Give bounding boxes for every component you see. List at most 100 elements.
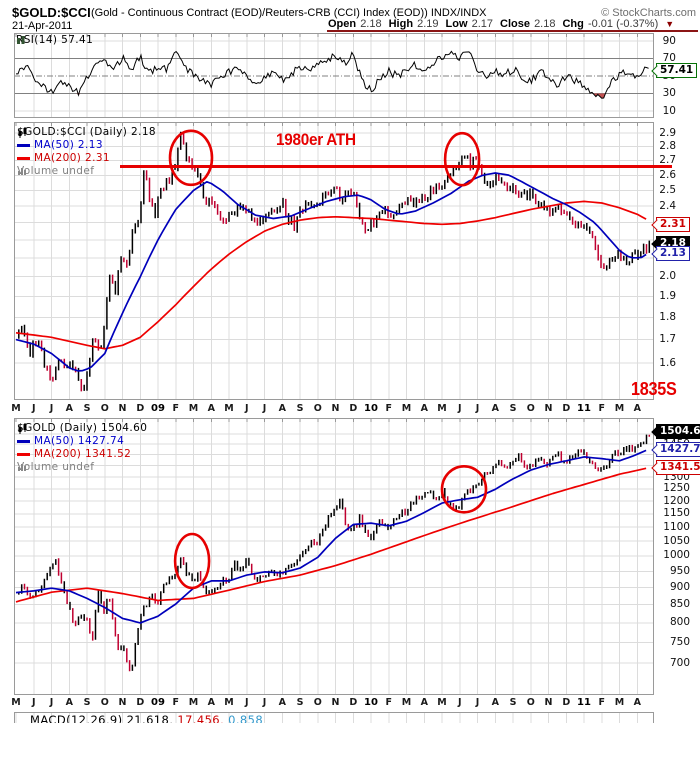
gold-legend-title: $GOLD (Daily) 1504.60	[17, 422, 147, 434]
axis-tick-label: 2.0	[659, 270, 676, 283]
ticker-description: (Gold - Continuous Contract (EOD)/Reuter…	[91, 7, 487, 19]
ratio-legend-title: $GOLD:$CCI (Daily) 2.18	[17, 126, 156, 138]
axis-tick-label: 1050	[663, 534, 690, 547]
axis-tick-label: 1300	[663, 470, 690, 483]
month-label: N	[118, 402, 127, 414]
rsi-legend-label: RSI(14) 57.41	[16, 34, 94, 46]
month-label: J	[49, 696, 54, 708]
ma50-line-icon	[17, 143, 30, 147]
month-label: M	[437, 402, 447, 414]
axis-tick-label: 1.8	[659, 311, 676, 323]
month-label: N	[118, 696, 127, 708]
axis-tick-label: 10	[662, 104, 676, 117]
month-label: A	[491, 402, 499, 414]
month-label: M	[437, 696, 447, 708]
ratio-ma200-value-box: 2.31	[650, 217, 690, 232]
month-label: S	[296, 696, 304, 708]
month-label: J	[49, 402, 54, 414]
month-label: N	[331, 402, 340, 414]
month-label: O	[100, 696, 109, 708]
ratio-ma50-legend: MA(50) 2.13	[17, 139, 103, 151]
rsi-chart-canvas	[14, 33, 654, 118]
month-label: D	[136, 402, 145, 414]
month-label: 11	[577, 696, 591, 708]
ratio-chart-canvas	[14, 122, 654, 400]
month-label: S	[296, 402, 304, 414]
low-value: Low 2.17	[445, 18, 494, 30]
axis-tick-label: 700	[669, 656, 690, 669]
month-label: M	[11, 696, 21, 708]
month-label: D	[349, 696, 358, 708]
ratio-ma50-value-box: 2.13	[650, 246, 690, 261]
month-label: N	[331, 696, 340, 708]
axis-tick-label: 70	[662, 52, 676, 64]
axis-tick-label: 800	[669, 616, 690, 629]
axis-tick-label: 2.9	[659, 126, 676, 139]
macd-strip-canvas	[14, 712, 654, 723]
month-label: S	[83, 696, 91, 708]
ath-resistance-line	[120, 164, 672, 169]
close-value: Close 2.18	[500, 18, 556, 30]
month-label: J	[32, 696, 36, 708]
month-label: S	[83, 402, 91, 414]
month-label: J	[475, 696, 480, 708]
gold-legend-label: $GOLD (Daily) 1504.60	[17, 422, 148, 434]
high-value: High 2.19	[388, 18, 439, 30]
month-label: D	[349, 402, 358, 414]
volume-icon	[18, 168, 26, 175]
ratio-volume-legend: Volume undef	[17, 165, 95, 177]
month-label: F	[598, 696, 606, 708]
axis-tick-label: 1.6	[659, 356, 676, 369]
month-label: O	[313, 402, 322, 414]
rsi-value-box: 57.41	[650, 63, 698, 78]
month-label: F	[385, 402, 393, 414]
month-label: F	[172, 402, 180, 414]
axis-tick-label: 1250	[663, 482, 690, 495]
gold-ma200-value-box: 1341.52	[650, 460, 700, 475]
month-label: J	[245, 402, 249, 414]
axis-tick-label: 1150	[663, 507, 690, 520]
month-label: M	[401, 402, 412, 414]
month-label: D	[562, 402, 571, 414]
ma200-line-icon	[17, 156, 30, 160]
month-label: 10	[364, 402, 378, 414]
axis-tick-label: 2.6	[659, 168, 676, 181]
month-label: O	[526, 402, 535, 414]
month-label: A	[633, 402, 641, 414]
open-value: Open 2.18	[328, 18, 382, 30]
ohlc-strip: Open 2.18 High 2.19 Low 2.17 Close 2.18 …	[328, 18, 690, 31]
ticker-symbol: $GOLD:$CCI	[12, 5, 91, 20]
month-label: M	[614, 402, 625, 414]
ratio-legend-label: $GOLD:$CCI (Daily) 2.18	[17, 126, 157, 138]
gold-ma50-value-box: 1427.74	[650, 442, 700, 457]
axis-tick-label: 30	[662, 87, 676, 99]
rsi-legend: RSI(14) 57.41	[16, 34, 93, 46]
month-label: 09	[151, 402, 165, 414]
month-label: N	[544, 696, 553, 708]
ohlc-underline	[327, 30, 698, 32]
month-label: 10	[364, 696, 378, 708]
ma200-line-icon	[17, 452, 30, 456]
month-label: O	[100, 402, 109, 414]
axis-tick-label: 850	[669, 598, 690, 611]
month-label: O	[313, 696, 322, 708]
axis-tick-label: 1.7	[659, 333, 676, 346]
month-label: F	[598, 402, 606, 414]
volume-icon	[18, 464, 26, 471]
month-label: J	[245, 696, 249, 708]
month-label: A	[420, 402, 428, 414]
month-label: F	[385, 696, 393, 708]
axis-tick-label: 2.5	[659, 183, 676, 196]
month-label: A	[420, 696, 428, 708]
axis-tick-label: 1000	[663, 549, 690, 562]
month-label: A	[65, 696, 73, 708]
axis-tick-label: 750	[669, 635, 690, 648]
axis-tick-label: 2.4	[659, 199, 676, 212]
change-down-triangle-icon: ▼	[665, 19, 675, 29]
chart-date: 21-Apr-2011	[12, 20, 73, 32]
gold-last-value-box: 1504.60	[650, 424, 700, 439]
price-target-annotation: 1835S	[631, 379, 677, 399]
month-label: 09	[151, 696, 165, 708]
month-label: J	[262, 402, 267, 414]
